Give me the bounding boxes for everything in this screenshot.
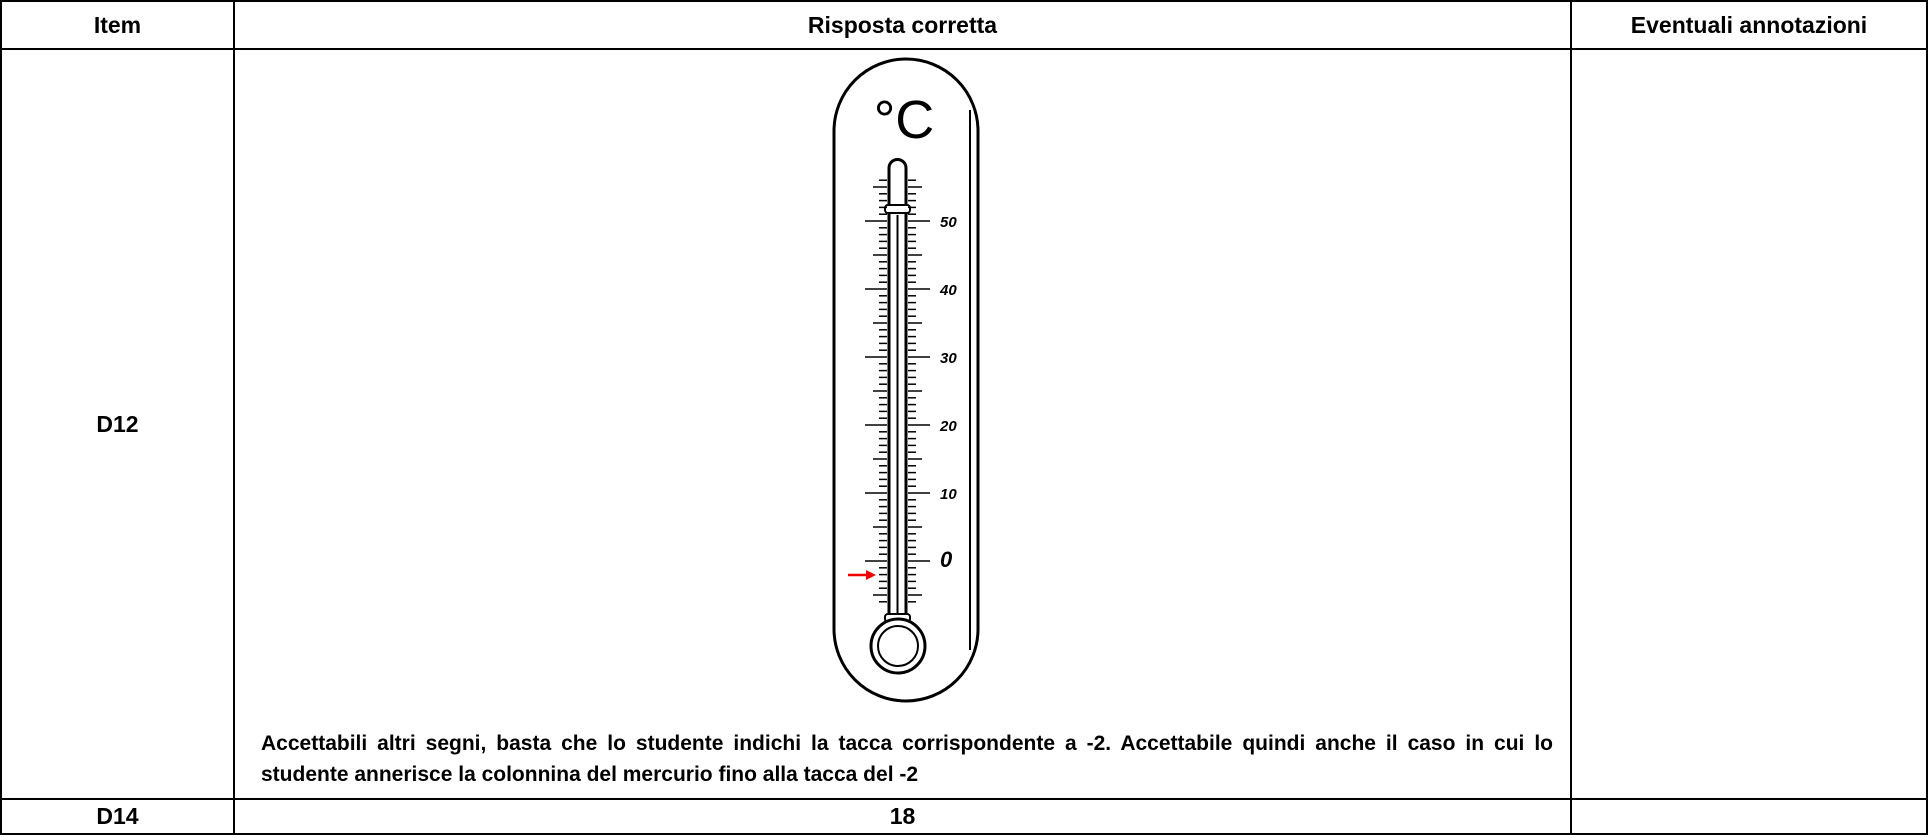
tube-clip: [884, 204, 911, 214]
border: [1570, 0, 1572, 835]
header-cell: Eventuali annotazioni: [1630, 11, 1868, 38]
scale-label: 40: [939, 282, 957, 299]
answer-cell: 18: [889, 803, 916, 829]
border: [0, 0, 2, 835]
border: [0, 833, 1928, 835]
border: [233, 0, 235, 835]
header-cell: Risposta corretta: [807, 11, 998, 38]
scale-label: 50: [940, 214, 957, 231]
answer-text: Accettabili altri segni, basta che lo st…: [261, 732, 1553, 786]
bulb: [869, 617, 927, 675]
header-cell: Item: [93, 11, 142, 38]
scale-label: 30: [940, 350, 957, 367]
scale-label: 20: [939, 418, 957, 435]
border: [0, 798, 1928, 800]
red-arrow-head: [866, 570, 876, 580]
border: [0, 0, 1928, 2]
border: [0, 48, 1928, 50]
scale-label: 10: [940, 486, 957, 503]
item-cell: D12: [96, 410, 139, 437]
unit-label: °C: [874, 90, 935, 150]
scale-label: 0: [940, 547, 953, 572]
bulb-inner: [877, 625, 919, 667]
item-cell: D14: [96, 803, 139, 829]
border: [1926, 0, 1928, 835]
